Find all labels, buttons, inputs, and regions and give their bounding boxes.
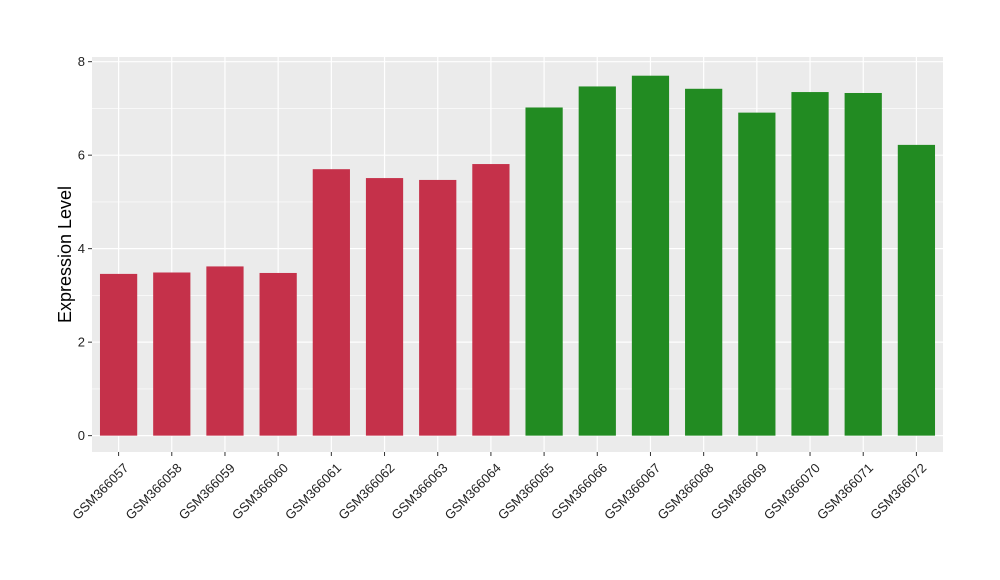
- x-tick-label: GSM366067: [601, 460, 663, 522]
- bar-GSM366070: [791, 92, 829, 436]
- x-tick-label: GSM366069: [708, 460, 770, 522]
- bar-GSM366071: [844, 92, 882, 436]
- bar-GSM366072: [897, 144, 936, 436]
- bar-GSM366061: [312, 169, 350, 436]
- y-axis: 0 2 4 6 8: [78, 54, 92, 443]
- bar-GSM366059: [206, 266, 244, 436]
- y-tick-label: 8: [78, 54, 85, 69]
- x-tick-label: GSM366070: [761, 460, 823, 522]
- x-tick-label: GSM366062: [335, 460, 397, 522]
- bar-GSM366068: [685, 88, 723, 436]
- bar-GSM366065: [525, 107, 563, 436]
- x-tick-label: GSM366065: [495, 460, 557, 522]
- y-tick-label: 4: [78, 241, 85, 256]
- bar-GSM366063: [419, 179, 457, 436]
- y-tick-label: 0: [78, 428, 85, 443]
- bar-GSM366067: [631, 75, 670, 436]
- bar-GSM366057: [99, 273, 138, 436]
- x-tick-label: GSM366057: [69, 460, 131, 522]
- bars: [99, 75, 936, 436]
- x-tick-label: GSM366060: [229, 460, 291, 522]
- bar-GSM366066: [578, 86, 616, 436]
- x-tick-label: GSM366066: [548, 460, 610, 522]
- bar-GSM366069: [738, 112, 776, 436]
- x-axis: GSM366057GSM366058GSM366059GSM366060GSM3…: [69, 452, 929, 523]
- bar-GSM366058: [153, 272, 191, 436]
- y-axis-title: Expression Level: [55, 186, 75, 323]
- x-tick-label: GSM366072: [867, 460, 929, 522]
- bar-GSM366060: [259, 272, 297, 436]
- bar-GSM366064: [472, 164, 510, 436]
- x-tick-label: GSM366063: [388, 460, 450, 522]
- x-tick-label: GSM366068: [654, 460, 716, 522]
- x-tick-label: GSM366064: [442, 460, 504, 522]
- x-tick-label: GSM366061: [282, 460, 344, 522]
- x-tick-label: GSM366071: [814, 460, 876, 522]
- x-tick-label: GSM366058: [122, 460, 184, 522]
- y-tick-label: 6: [78, 148, 85, 163]
- bar-GSM366062: [365, 178, 404, 436]
- x-tick-label: GSM366059: [176, 460, 238, 522]
- y-tick-label: 2: [78, 335, 85, 350]
